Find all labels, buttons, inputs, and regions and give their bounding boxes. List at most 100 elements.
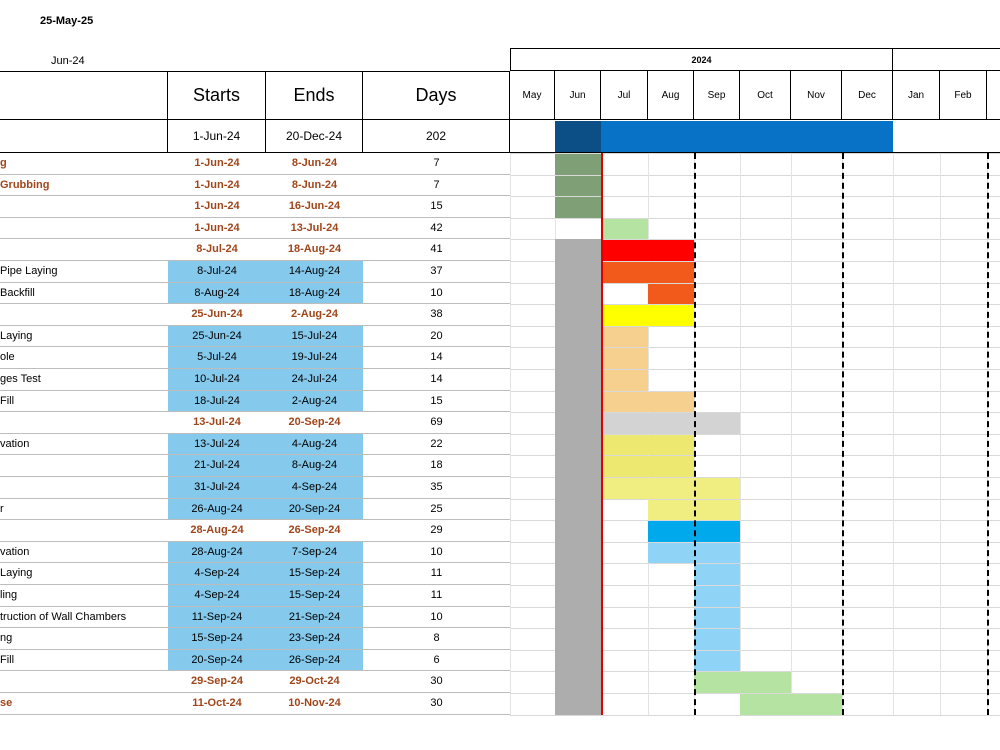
task-row: g 1-Jun-24 8-Jun-24 7: [0, 153, 510, 175]
task-row: 1-Jun-24 13-Jul-24 42: [0, 218, 510, 240]
gantt-column-line: [791, 153, 792, 715]
task-name: ng: [0, 632, 13, 645]
gantt-column-line: [740, 153, 741, 715]
task-end: 15-Sep-24: [266, 585, 363, 606]
task-row: 25-Jun-24 2-Aug-24 38: [0, 304, 510, 326]
task-start: 20-Sep-24: [168, 649, 266, 671]
year-label: 2024: [691, 54, 712, 65]
task-name: vation: [0, 437, 30, 450]
task-days: 15: [430, 394, 443, 407]
task-bar: [694, 564, 740, 585]
task-end: 20-Sep-24: [266, 498, 363, 520]
ends-column-header: Ends: [266, 71, 363, 119]
starts-column-header: Starts: [168, 71, 266, 119]
task-days: 35: [430, 481, 443, 493]
month-header: Nov: [791, 71, 842, 119]
task-end: 15-Jul-24: [266, 325, 363, 347]
project-summary-bar-current: [555, 121, 601, 152]
summary-start: 1-Jun-24: [168, 120, 266, 152]
quarter-divider: [694, 153, 696, 715]
gantt-summary-row: [510, 119, 1000, 153]
gantt-row-line: [510, 217, 1000, 219]
month-header: Sep: [694, 71, 740, 119]
gantt-row-line: [510, 455, 1000, 457]
task-start: 1-Jun-24: [194, 200, 240, 213]
task-end: 13-Jul-24: [290, 221, 339, 234]
task-row: 31-Jul-24 4-Sep-24 35: [0, 477, 510, 499]
gantt-chart: 2024 May Jun Jul Aug Sep Oct Nov Dec Jan Feb: [510, 48, 1000, 716]
task-row: ole 5-Jul-24 19-Jul-24 14: [0, 347, 510, 369]
task-end: 8-Jun-24: [291, 178, 338, 191]
task-row: ng 15-Sep-24 23-Sep-24 8: [0, 628, 510, 650]
month-header: Jul: [601, 71, 648, 119]
task-days: 25: [430, 502, 443, 515]
task-name: [0, 239, 168, 260]
gantt-row-line: [510, 239, 1000, 241]
task-name: se: [0, 697, 13, 709]
gantt-row-line: [510, 520, 1000, 522]
summary-days: 202: [363, 120, 510, 152]
summary-bottom-border: [0, 152, 510, 153]
task-bar: [601, 240, 694, 261]
task-bar: [555, 154, 601, 175]
task-days: 11: [430, 567, 443, 580]
task-start: 8-Aug-24: [168, 282, 266, 304]
gantt-row-line: [510, 196, 1000, 198]
task-start: 4-Sep-24: [168, 585, 266, 606]
task-name: [0, 520, 168, 541]
task-row: vation 13-Jul-24 4-Aug-24 22: [0, 433, 510, 456]
task-days: 18: [430, 459, 443, 472]
task-row: ges Test 10-Jul-24 24-Jul-24 14: [0, 369, 510, 391]
task-name: ole: [0, 351, 15, 364]
task-name: truction of Wall Chambers: [0, 610, 127, 623]
task-end: 21-Sep-24: [266, 606, 363, 628]
gantt-row-line: [510, 304, 1000, 306]
summary-end: 20-Dec-24: [266, 120, 363, 152]
task-row: Pipe Laying 8-Jul-24 14-Aug-24 37: [0, 261, 510, 283]
task-end: 23-Sep-24: [266, 628, 363, 649]
month-header: Aug: [648, 71, 694, 119]
task-name: ges Test: [0, 373, 41, 385]
task-days: 10: [430, 545, 443, 558]
gantt-row-line: [510, 498, 1000, 500]
task-start: 1-Jun-24: [194, 178, 240, 191]
task-start: 28-Aug-24: [168, 541, 266, 563]
task-bar: [601, 218, 648, 240]
month-header: Jan: [893, 71, 940, 119]
quarter-divider: [987, 153, 989, 715]
task-end: 18-Aug-24: [287, 243, 342, 256]
gantt-row-line: [510, 153, 1000, 154]
task-start: 1-Jun-24: [194, 157, 240, 169]
task-bar: [601, 305, 694, 326]
task-bar: [601, 391, 694, 413]
task-start: 5-Jul-24: [168, 347, 266, 368]
task-start: 13-Jul-24: [193, 416, 241, 429]
task-end: 29-Oct-24: [289, 675, 340, 688]
task-start: 10-Jul-24: [168, 369, 266, 390]
task-name: Fill: [0, 394, 15, 407]
task-start: 8-Jul-24: [168, 261, 266, 282]
gantt-row-line: [510, 477, 1000, 478]
header-bottom-border: [0, 119, 510, 120]
gantt-row-line: [510, 261, 1000, 262]
task-row: truction of Wall Chambers 11-Sep-24 21-Sep…: [0, 606, 510, 629]
gantt-row-line: [510, 541, 1000, 543]
task-row: Fill 20-Sep-24 26-Sep-24 6: [0, 649, 510, 672]
month-header: Dec: [842, 71, 893, 119]
task-start: 15-Sep-24: [168, 628, 266, 649]
gantt-row-line: [510, 628, 1000, 630]
task-end: 4-Sep-24: [266, 477, 363, 498]
task-days: 10: [430, 610, 443, 623]
task-days: 42: [430, 221, 443, 234]
task-bar: [601, 370, 648, 391]
gantt-row-line: [510, 282, 1000, 284]
task-name: [0, 477, 168, 498]
gantt-row-line: [510, 412, 1000, 414]
task-end: 26-Sep-24: [288, 524, 341, 537]
task-name: ling: [0, 589, 18, 601]
task-end: 26-Sep-24: [266, 649, 363, 671]
task-name: Laying: [0, 329, 33, 342]
task-end: 24-Jul-24: [266, 369, 363, 390]
task-days: 20: [430, 329, 443, 342]
gantt-row-line: [510, 693, 1000, 694]
